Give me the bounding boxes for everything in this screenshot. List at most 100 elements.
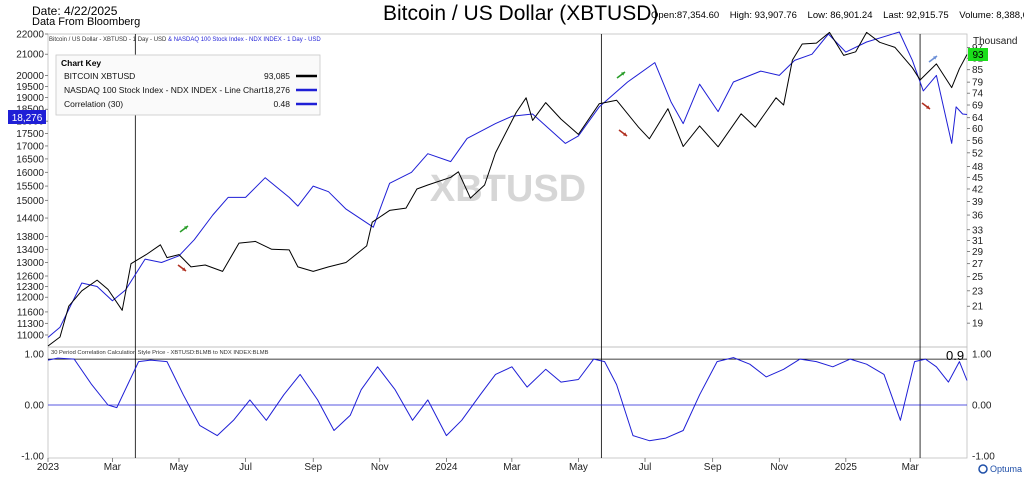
left-axis-label-15: 17500 [16, 129, 44, 140]
arrow-down-icon [921, 102, 931, 110]
left-axis-label-1: 11300 [17, 319, 45, 330]
correlation-series-line [47, 357, 968, 442]
left-axis-label-7: 13400 [16, 245, 44, 256]
chart-key-box [55, 54, 321, 116]
left-axis-label-0: 11000 [17, 330, 45, 341]
right-axis-unit: Thousand [973, 36, 1017, 47]
btc-last-badge-text: 93 [972, 50, 984, 61]
right-axis-label-18: 74 [972, 89, 984, 100]
chart-subtitle: Bitcoin / US Dollar - XBTUSD - 1 Day - U… [49, 37, 321, 43]
left-axis-label-19: 19500 [16, 82, 44, 93]
left-axis-label-14: 17000 [16, 141, 44, 152]
left-axis-label-3: 12000 [16, 293, 44, 304]
right-axis-label-14: 56 [972, 136, 984, 147]
right-axis-label-7: 33 [972, 225, 984, 236]
left-axis-label-8: 13800 [16, 232, 44, 243]
x-axis-label-10: Sep [704, 462, 722, 473]
price-stats: Open:87,354.60 High: 93,907.76 Low: 86,9… [651, 10, 1024, 21]
x-axis-label-0: 2023 [37, 462, 60, 473]
left-axis-label-10: 15000 [16, 196, 44, 207]
arrow-down-icon [177, 264, 187, 272]
left-axis-label-20: 20000 [16, 71, 44, 82]
lower-panel-title: 30 Period Correlation Calculation Style … [51, 350, 269, 356]
corr-left-axis-label-2: -1.00 [21, 452, 44, 463]
x-axis-label-9: Jul [639, 462, 652, 473]
ndx-last-badge-text: 18,276 [12, 113, 43, 124]
left-axis-label-9: 14400 [16, 214, 44, 225]
right-axis-label-9: 39 [972, 197, 984, 208]
arrow-head-1 [182, 267, 186, 271]
x-axis-label-11: Nov [770, 462, 788, 473]
data-source: Data From Bloomberg [32, 16, 141, 28]
ndx-series-line [47, 31, 968, 338]
left-axis-label-12: 16000 [16, 168, 44, 179]
ndx-last-badge: 18,276 [8, 110, 46, 124]
arrow-head-3 [623, 132, 627, 136]
btc-last-badge: 93 [968, 48, 988, 61]
chart-header: Date: 4/22/2025 Data From Bloomberg Bitc… [0, 0, 1024, 34]
arrow-head-4 [933, 56, 937, 60]
legend-label-ndx: NASDAQ 100 Stock Index - NDX INDEX - Lin… [64, 85, 264, 95]
btc-last-badge-bg [968, 48, 988, 61]
right-axis-label-17: 69 [972, 101, 984, 112]
arrow-head-2 [621, 72, 625, 76]
right-axis-label-0: 19 [972, 319, 984, 330]
corr-left-axis-label-0: 1.00 [25, 350, 45, 361]
arrow-up-icon [616, 71, 626, 79]
stat-volume: Volume: 8,388,609 [959, 10, 1024, 21]
subtitle-ndx: & NASDAQ 100 Stock Index - NDX INDEX - 1… [166, 37, 321, 43]
right-axis-label-13: 52 [972, 148, 984, 159]
legend-label-corr: Correlation (30) [64, 99, 123, 109]
left-axis-label-18: 19000 [16, 93, 44, 104]
chart-date: Date: 4/22/2025 [32, 4, 118, 18]
watermark: XBTUSD [430, 168, 586, 210]
right-axis-label-2: 23 [972, 286, 984, 297]
right-axis-label-16: 64 [972, 113, 984, 124]
ndx-last-badge-bg [8, 110, 46, 124]
left-axis-label-21: 21000 [16, 50, 44, 61]
left-axis-label-5: 12600 [16, 272, 44, 283]
x-axis-label-6: 2024 [435, 462, 458, 473]
chart-key-title: Chart Key [61, 58, 101, 68]
right-axis-label-19: 79 [972, 78, 984, 89]
x-axis-label-2: May [170, 462, 189, 473]
right-axis-label-20: 85 [972, 65, 984, 76]
x-axis-label-13: Mar [902, 462, 920, 473]
right-axis-label-6: 31 [972, 236, 984, 247]
subtitle-btc: Bitcoin / US Dollar - XBTUSD - 1 Day - U… [49, 37, 167, 43]
stat-high: High: 93,907.76 [729, 10, 797, 21]
right-axis-label-4: 27 [972, 259, 984, 270]
x-axis-label-3: Jul [239, 462, 252, 473]
left-axis-label-13: 16500 [16, 154, 44, 165]
correlation-peak-label: 0.9 [946, 348, 964, 363]
legend-value-ndx: 18,276 [264, 85, 290, 95]
chart-title: Bitcoin / US Dollar (XBTUSD) [383, 2, 659, 25]
arrow-head-5 [926, 105, 930, 109]
right-axis-label-3: 25 [972, 272, 984, 283]
x-axis-label-5: Nov [371, 462, 389, 473]
right-axis-label-15: 60 [972, 124, 984, 135]
legend-value-btc: 93,085 [264, 71, 290, 81]
right-axis-label-5: 29 [972, 247, 984, 258]
stat-open: Open:87,354.60 [651, 10, 720, 21]
arrow-up-icon [179, 225, 189, 233]
stat-last: Last: 92,915.75 [883, 10, 949, 21]
chart-key[interactable]: Chart Key BITCOIN XBTUSD 93,085 NASDAQ 1… [55, 54, 321, 116]
corr-right-axis-label-2: -1.00 [972, 452, 995, 463]
optuma-logo-icon [978, 464, 988, 474]
corr-right-axis-label-1: 0.00 [972, 401, 992, 412]
optuma-logo: Optuma [978, 464, 1022, 474]
right-axis-label-1: 21 [972, 302, 984, 313]
legend-value-corr: 0.48 [273, 99, 290, 109]
lower-panel-frame [47, 346, 968, 459]
left-axis-label-11: 15500 [16, 182, 44, 193]
x-axis-label-1: Mar [104, 462, 122, 473]
arrow-up-icon [928, 55, 938, 63]
x-axis-label-4: Sep [304, 462, 322, 473]
arrow-down-icon [618, 129, 628, 137]
left-axis-label-22: 22000 [16, 30, 44, 41]
x-axis-label-7: Mar [503, 462, 521, 473]
right-axis-label-12: 48 [972, 162, 984, 173]
optuma-logo-text: Optuma [990, 464, 1022, 474]
